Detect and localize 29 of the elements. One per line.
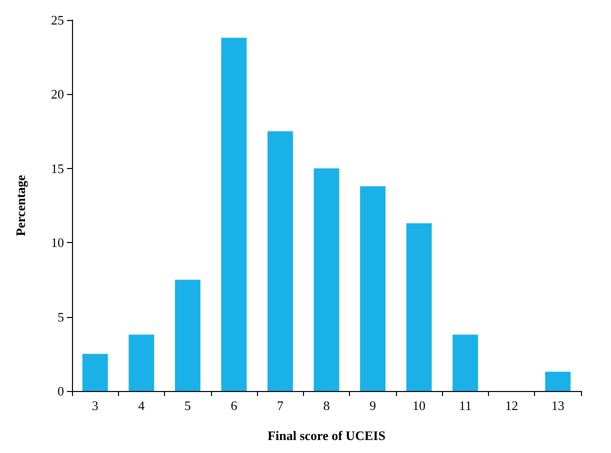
- x-tick-label: 7: [276, 398, 284, 413]
- x-tick-label: 3: [92, 398, 98, 413]
- bar: [268, 131, 293, 391]
- x-tick-label: 13: [551, 398, 564, 413]
- bar: [128, 334, 154, 391]
- bar: [314, 168, 340, 391]
- bar: [221, 38, 247, 391]
- x-tick-label: 6: [230, 398, 238, 413]
- bar: [545, 372, 571, 391]
- y-tick-label: 20: [51, 86, 64, 102]
- x-tick-label: 5: [184, 398, 191, 413]
- y-tick-label: 15: [51, 160, 64, 176]
- y-tick-label: 5: [58, 309, 64, 324]
- x-tick-label: 4: [138, 398, 146, 413]
- x-tick-label: 11: [459, 398, 472, 413]
- bar: [360, 186, 386, 391]
- x-tick-label: 12: [505, 398, 518, 413]
- bar: [406, 223, 432, 391]
- bar: [82, 354, 108, 391]
- y-tick-label: 0: [58, 384, 64, 398]
- x-tick-label: 8: [323, 398, 330, 413]
- y-axis-title: Percentage: [13, 174, 28, 236]
- bar: [174, 280, 200, 391]
- x-axis-title: Final score of UCEIS: [268, 428, 386, 443]
- y-tick-label: 25: [51, 12, 64, 28]
- y-tick-label: 10: [51, 235, 64, 250]
- x-tick-label: 9: [370, 398, 376, 413]
- bar: [452, 334, 478, 391]
- x-tick-label: 10: [412, 398, 426, 413]
